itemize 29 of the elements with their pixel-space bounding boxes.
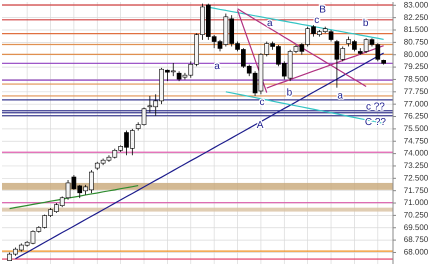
annotation: B	[319, 4, 326, 16]
y-tick-label: 68.000	[404, 248, 429, 257]
y-tick-label: 73.250	[404, 161, 429, 170]
annotation: c ??	[366, 101, 386, 112]
y-tick-label: 79.250	[404, 62, 429, 72]
y-tick-label: 69.500	[404, 222, 429, 232]
y-tick-label: 80.750	[404, 37, 429, 46]
y-tick-label: 68.750	[404, 235, 429, 244]
y-tick-label: 70.250	[404, 210, 429, 220]
y-tick-label: 83.000	[404, 0, 429, 10]
annotation: a	[267, 18, 274, 30]
y-tick-label: 77.000	[404, 99, 429, 108]
y-tick-label: 72.500	[404, 173, 429, 182]
y-tick-label: 81.500	[404, 25, 429, 34]
y-tick-label: 75.500	[404, 124, 429, 133]
y-tick-label: 82.250	[404, 12, 429, 22]
y-tick-label: 71.000	[404, 198, 429, 208]
y-tick-label: 78.500	[404, 74, 429, 84]
y-tick-label: 74.750	[404, 136, 429, 146]
annotation: b	[286, 87, 293, 98]
y-tick-label: 77.750	[404, 86, 429, 96]
y-tick-label: 74.000	[404, 148, 429, 158]
y-tick-label: 71.750	[404, 186, 429, 195]
annotation: c	[260, 97, 265, 108]
y-tick-label: 76.250	[404, 112, 429, 121]
annotation: a	[214, 60, 220, 72]
annotation: A	[256, 120, 264, 132]
y-tick-label: 80.000	[404, 50, 429, 59]
annotation: b	[362, 18, 369, 30]
